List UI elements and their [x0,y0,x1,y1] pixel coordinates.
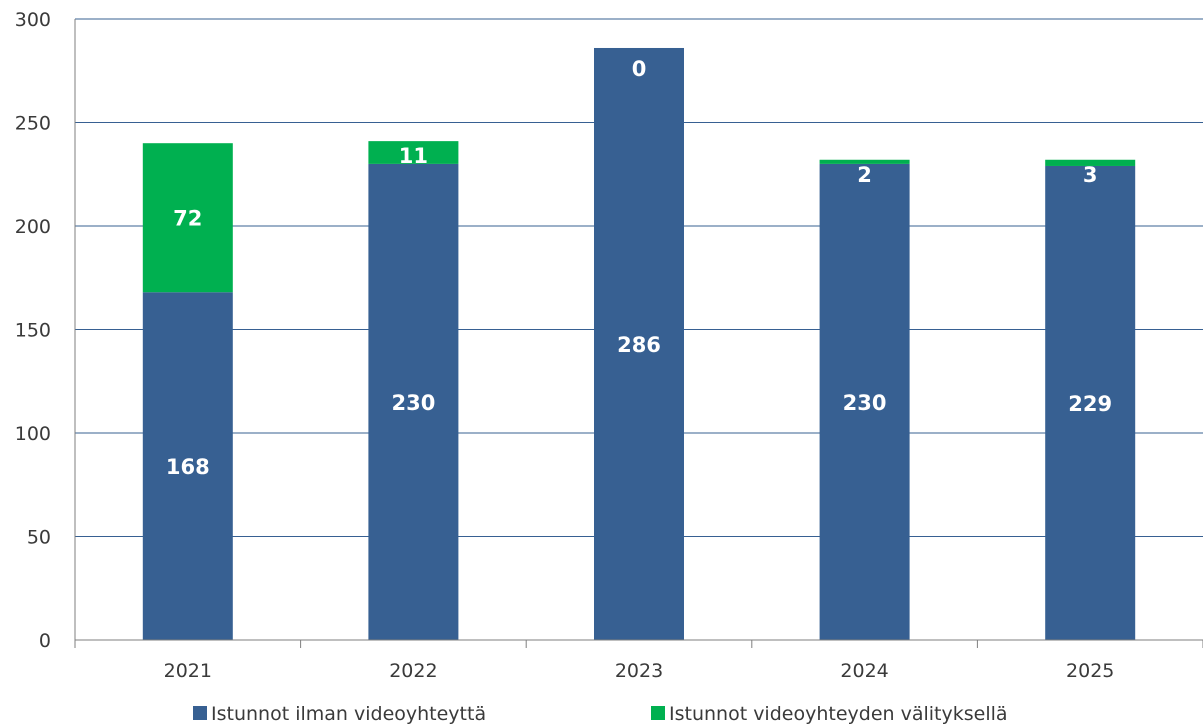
bars [142,47,1136,641]
legend-label: Istunnot ilman videoyhteyttä [211,703,486,725]
legend-swatch [193,706,207,720]
y-tick-label: 300 [15,9,51,31]
x-tick-label: 2024 [840,660,888,682]
data-label: 229 [1068,392,1112,416]
y-tick-label: 250 [15,113,51,135]
bar-segment-video [1045,159,1136,166]
y-tick-label: 100 [15,423,51,445]
bar-segment-video [368,141,459,164]
data-label: 11 [399,144,428,168]
data-label: 72 [173,207,202,231]
x-tick-label: 2023 [615,660,663,682]
data-label: 168 [166,455,210,479]
bar-segment-video [819,159,910,164]
data-label: 3 [1083,163,1098,187]
y-tick-label: 200 [15,216,51,238]
y-tick-label: 150 [15,320,51,342]
bar-segment-no-video [819,163,910,640]
data-label: 0 [632,57,647,81]
data-labels: 168 72 230 11 286 0 230 2 229 3 [166,57,1112,479]
bar-segment-no-video [142,292,233,640]
data-label: 2 [857,163,872,187]
x-tick-label: 2025 [1066,660,1114,682]
y-tick-label: 0 [39,630,51,652]
data-label: 230 [843,391,887,415]
legend-label: Istunnot videoyhteyden välityksellä [669,703,1008,725]
data-label: 230 [391,391,435,415]
y-tick-label: 50 [27,527,51,549]
bar-segment-no-video [594,47,684,641]
bar-segment-no-video [1045,165,1136,640]
bar-segment-video [142,143,233,293]
legend: Istunnot ilman videoyhteyttä Istunnot vid… [193,703,1008,725]
legend-swatch [651,706,665,720]
bar-segment-no-video [368,163,459,640]
x-tick-label: 2022 [389,660,437,682]
data-label: 286 [617,333,661,357]
x-tick-label: 2021 [164,660,212,682]
axes: 0 50 100 150 200 250 300 2021 2022 2023 2024 2025 [15,9,1203,682]
